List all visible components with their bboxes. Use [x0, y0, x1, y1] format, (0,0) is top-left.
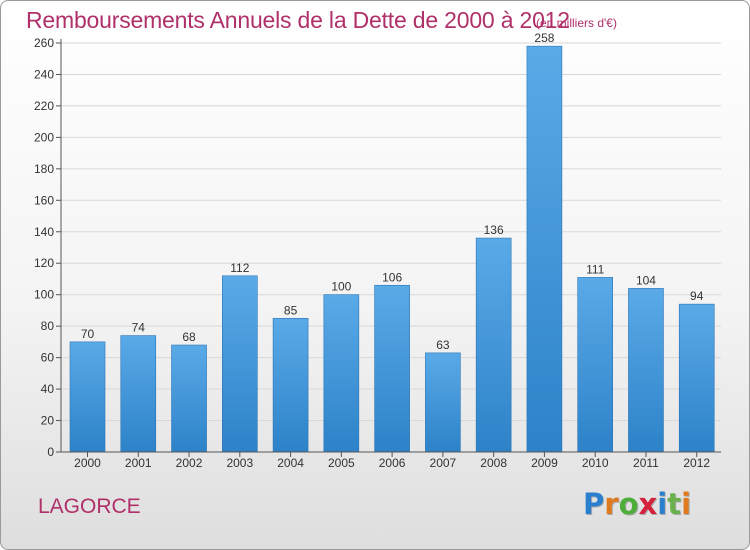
bar-2001	[120, 335, 157, 453]
bar-2005	[323, 294, 360, 453]
data-label: 70	[81, 327, 95, 341]
x-tick-label: 2006	[379, 456, 406, 470]
bar-2011	[628, 288, 664, 453]
bar-2012	[678, 303, 715, 453]
bar-2008	[475, 237, 512, 453]
y-tick-label: 260	[34, 36, 54, 50]
data-label: 100	[331, 280, 351, 294]
bar-2004	[272, 317, 309, 453]
logo-letter: i	[681, 487, 692, 521]
data-label: 85	[284, 303, 298, 317]
x-tick-label: 2002	[176, 456, 203, 470]
y-tick-label: 60	[41, 351, 55, 365]
data-label: 74	[132, 321, 146, 335]
y-tick-label: 140	[34, 225, 54, 239]
data-label: 68	[182, 330, 196, 344]
data-label: 104	[636, 273, 656, 287]
proxiti-logo: Proxiti	[583, 487, 691, 521]
y-tick-label: 0	[47, 445, 54, 459]
city-name: LAGORCE	[38, 495, 141, 518]
bar-2007	[425, 352, 461, 453]
x-tick-label: 2000	[74, 456, 101, 470]
x-tick-label: 2003	[226, 456, 253, 470]
x-tick-label: 2001	[125, 456, 152, 470]
bar-2009	[526, 45, 563, 453]
logo-letter: o	[618, 487, 639, 521]
logo-letter: t	[667, 487, 682, 521]
logo-letter: r	[604, 487, 619, 521]
data-label: 258	[534, 31, 554, 45]
bar-2003	[222, 275, 258, 453]
y-tick-label: 200	[34, 130, 54, 144]
data-label: 136	[484, 223, 504, 237]
bar-2000	[69, 341, 106, 453]
y-tick-label: 120	[34, 256, 54, 270]
bars: 70 74 68 112 85 100 106 63 136 258 111 104 94	[69, 31, 715, 453]
chart-title: Remboursements Annuels de la Dette de 20…	[26, 7, 570, 33]
data-label: 106	[382, 270, 402, 284]
x-tick-label: 2007	[430, 456, 457, 470]
x-tick-label: 2004	[277, 456, 304, 470]
x-tick-label: 2005	[328, 456, 355, 470]
y-tick-label: 80	[41, 319, 55, 333]
x-tick-label: 2010	[582, 456, 609, 470]
x-tick-label: 2009	[531, 456, 558, 470]
data-label: 94	[690, 289, 704, 303]
y-tick-label: 160	[34, 193, 54, 207]
x-tick-label: 2011	[633, 456, 659, 470]
logo-letter: x	[638, 487, 658, 521]
bar-2002	[171, 344, 207, 453]
chart-subtitle: (en milliers d'€)	[536, 16, 617, 30]
y-tick-label: 40	[41, 382, 55, 396]
data-label: 111	[586, 262, 605, 276]
x-axis-tick-labels: 2000 2001 2002 2003 2004 2005 2006 2007 2008 2009…	[74, 452, 710, 470]
axes	[60, 39, 721, 453]
data-label: 63	[436, 338, 450, 352]
bar-2006	[374, 284, 410, 453]
y-tick-label: 220	[34, 99, 54, 113]
y-tick-label: 180	[34, 162, 54, 176]
y-axis-tick-labels: 0 20 40 60 80 100 120 140 160 180 200 220 240 260	[34, 36, 54, 459]
logo-letter: P	[583, 487, 605, 521]
x-tick-label: 2012	[683, 456, 710, 470]
x-tick-label: 2008	[480, 456, 507, 470]
y-tick-label: 100	[34, 288, 54, 302]
y-tick-label: 240	[34, 67, 54, 81]
y-tick-label: 20	[41, 414, 55, 428]
bar-2010	[577, 277, 613, 453]
data-label: 112	[230, 261, 249, 275]
logo-letter: i	[657, 487, 668, 521]
